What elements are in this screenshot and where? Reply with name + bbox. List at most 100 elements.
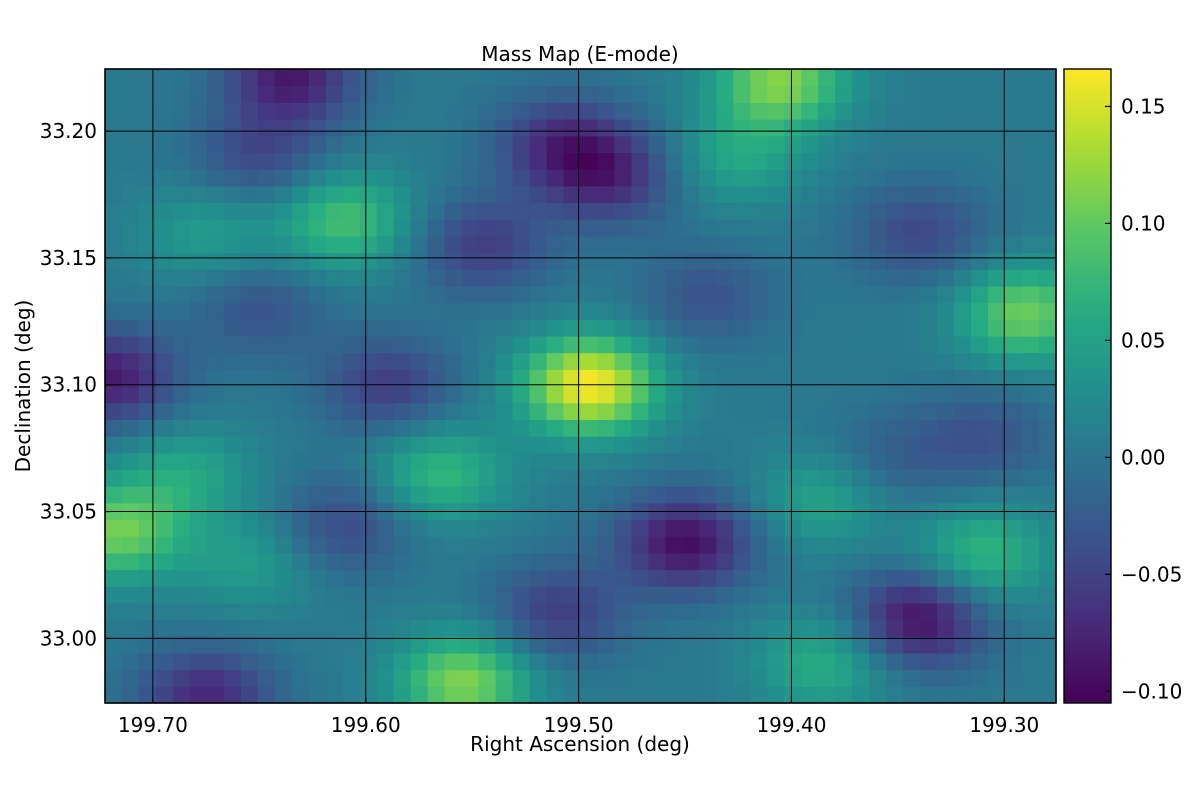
heatmap-cell [580,602,599,621]
heatmap-cell [274,185,293,204]
heatmap-cell [546,69,565,87]
heatmap-cell [580,352,599,370]
heatmap-cell [920,169,938,187]
heatmap-cell [971,469,989,487]
heatmap-cell [682,219,700,237]
heatmap-cell [869,386,887,404]
heatmap-cell [206,269,225,287]
heatmap-cell [342,536,361,554]
heatmap-cell [155,85,174,103]
heatmap-cell [699,252,717,270]
heatmap-cell [444,469,463,487]
heatmap-cell [648,285,667,304]
heatmap-cell [597,219,616,237]
heatmap-cell [546,386,565,404]
heatmap-cell [461,235,480,254]
heatmap-cell [274,169,293,187]
heatmap-cell [750,569,768,587]
heatmap-cell [699,386,717,404]
heatmap-cell [597,669,616,687]
heatmap-cell [359,402,378,420]
heatmap-cell [308,119,327,137]
heatmap-cell [393,285,412,304]
heatmap-cell [682,119,700,137]
heatmap-cell [886,452,904,471]
heatmap-cell [495,352,514,370]
heatmap-cell [988,569,1006,587]
heatmap-cell [308,652,327,671]
heatmap-cell [1039,169,1057,187]
colorbar-tick-label: −0.10 [1121,679,1182,703]
heatmap-cell [461,569,480,587]
heatmap-cell [257,602,276,621]
heatmap-cell [240,552,259,571]
heatmap-cell [699,335,717,354]
heatmap-cell [529,302,548,320]
heatmap-cell [580,319,599,337]
heatmap-cell [852,219,870,237]
heatmap-cell [886,69,904,87]
heatmap-cell [682,386,700,404]
heatmap-cell [1005,219,1023,237]
heatmap-cell [308,85,327,103]
heatmap-cell [869,686,887,704]
heatmap-cell [223,152,242,170]
heatmap-cell [105,486,123,504]
heatmap-cell [1039,636,1057,654]
heatmap-cell [682,552,700,571]
heatmap-cell [852,602,870,621]
heatmap-cell [818,369,836,387]
heatmap-cell [852,235,870,254]
heatmap-cell [903,552,921,571]
heatmap-cell [648,652,667,671]
heatmap-cell [835,436,853,454]
heatmap-cell [988,602,1006,621]
heatmap-cell [954,302,972,320]
heatmap-cell [393,202,412,220]
heatmap-cell [665,586,683,604]
heatmap-cell [699,302,717,320]
heatmap-cell [1022,419,1040,437]
heatmap-cell [495,686,514,704]
heatmap-cell [427,519,446,537]
heatmap-cell [648,536,667,554]
heatmap-cell [920,586,938,604]
heatmap-cell [716,152,734,170]
heatmap-cell [223,602,242,621]
heatmap-cell [818,335,836,354]
heatmap-cell [444,386,463,404]
heatmap-cell [155,552,174,571]
heatmap-cell [648,419,667,437]
heatmap-cell [665,252,683,270]
heatmap-cell [699,586,717,604]
heatmap-cell [852,386,870,404]
heatmap-cell [495,452,514,471]
heatmap-cell [410,669,429,687]
heatmap-cell [937,586,955,604]
heatmap-cell [359,652,378,671]
heatmap-cell [240,335,259,354]
heatmap-cell [393,686,412,704]
heatmap-cell [410,369,429,387]
heatmap-cell [903,352,921,370]
heatmap-cell [206,252,225,270]
heatmap-cell [308,352,327,370]
heatmap-cell [648,219,667,237]
heatmap-cell [631,552,650,571]
heatmap-cell [410,686,429,704]
heatmap-cell [801,69,819,87]
heatmap-cell [495,252,514,270]
heatmap-cell [206,335,225,354]
heatmap-cell [342,686,361,704]
heatmap-cell [954,486,972,504]
heatmap-cell [801,669,819,687]
heatmap-cell [512,235,531,254]
heatmap-cell [240,102,259,120]
heatmap-cell [750,436,768,454]
heatmap-cell [869,552,887,571]
heatmap-cell [325,102,344,120]
heatmap-cell [597,602,616,621]
heatmap-cell [308,302,327,320]
heatmap-cell [427,269,446,287]
heatmap-cell [869,69,887,87]
